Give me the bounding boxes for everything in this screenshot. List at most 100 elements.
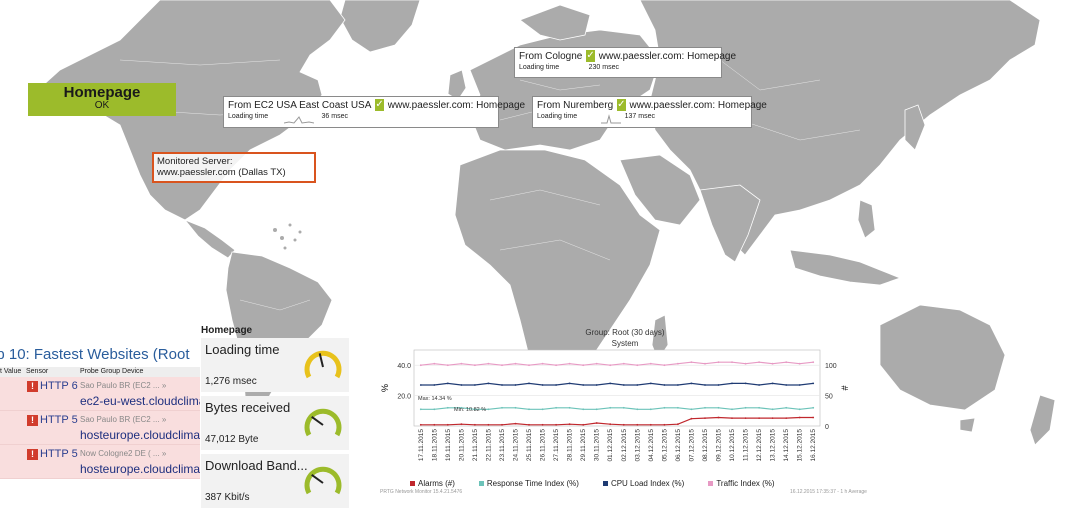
sensor-status-box[interactable]: Homepage OK: [28, 83, 176, 116]
data-point: [474, 364, 476, 367]
series-line: [420, 416, 814, 426]
error-icon: !: [27, 415, 38, 426]
data-point: [555, 364, 557, 367]
data-point: [568, 406, 571, 409]
data-point: [433, 384, 436, 386]
data-point: [501, 364, 503, 367]
table-row[interactable]: ! HTTP 5 Now Cologne2 DE ( ... » hosteur…: [0, 445, 200, 479]
data-point: [528, 382, 530, 385]
probe-site-label: www.paessler.com: Homepage: [598, 50, 737, 62]
data-point: [785, 406, 788, 409]
x-tick-label: 17.11.2015: [418, 429, 425, 461]
data-point: [744, 406, 747, 409]
data-point: [717, 361, 720, 364]
data-point: [568, 362, 571, 365]
x-tick-label: 05.12.2015: [661, 429, 668, 462]
probe-box-cologne[interactable]: From Cologne ✓ www.paessler.com: Homepag…: [514, 47, 736, 78]
chart-footer-right: 16.12.2015 17:35:37 - 1 h Average: [790, 489, 867, 495]
gauge-dial-icon: [304, 408, 342, 437]
landmass-india: [699, 184, 761, 263]
data-point: [649, 382, 652, 385]
gauge-label: Loading time: [205, 342, 280, 357]
gauge-loading-time[interactable]: Loading time 1,276 msec: [201, 338, 349, 392]
data-point: [460, 362, 463, 365]
data-point: [677, 384, 679, 386]
check-icon: ✓: [375, 99, 384, 111]
row-device[interactable]: hosteurope.cloudclimat: [80, 428, 200, 442]
data-point: [704, 362, 706, 365]
x-tick-label: 19.11.2015: [445, 429, 452, 461]
data-point: [474, 384, 476, 386]
data-point: [704, 406, 706, 409]
gauge-bytes-received[interactable]: Bytes received 47,012 Byte: [201, 396, 349, 450]
probe-metric-label: Loading time: [537, 113, 578, 120]
row-probe-group[interactable]: Now Cologne2 DE ( ... »: [80, 449, 167, 458]
x-tick-label: 27.11.2015: [553, 429, 560, 461]
data-point: [663, 423, 666, 426]
probe-from-label: From EC2 USA East Coast USA: [228, 99, 372, 111]
data-point: [541, 384, 544, 386]
group-chart: Group: Root (30 days) System 40.0 20.0 100…: [380, 326, 870, 496]
chart-legend: Alarms (#) Response Time Index (%) CPU L…: [410, 479, 775, 488]
data-point: [758, 406, 760, 409]
row-probe-group[interactable]: Sao Paulo BR (EC2 ... »: [80, 415, 167, 424]
x-tick-label: 21.11.2015: [472, 429, 479, 461]
data-point: [663, 406, 666, 409]
top10-panel: op 10: Fastest Websites (Root t Value Se…: [0, 346, 200, 486]
data-point: [622, 362, 625, 365]
data-point: [812, 361, 815, 364]
probe-box-ec2-east[interactable]: From EC2 USA East Coast USA ✓ www.paessl…: [223, 96, 525, 128]
row-sensor[interactable]: HTTP 5: [40, 414, 78, 426]
col-probe-group-device: Probe Group Device: [80, 368, 144, 375]
data-point: [649, 362, 652, 365]
x-tick-label: 03.12.2015: [634, 429, 641, 462]
data-point: [541, 362, 544, 365]
legend-item: CPU Load Index (%): [602, 479, 684, 488]
probe-from-label: From Nuremberg: [537, 99, 614, 111]
gauge-label: Download Band...: [205, 458, 308, 473]
check-icon: ✓: [617, 99, 626, 111]
y2-tick-label: 100: [825, 363, 837, 370]
landmass-tasmania: [959, 417, 976, 433]
data-point: [649, 423, 652, 426]
data-point: [636, 423, 639, 426]
x-tick-label: 07.12.2015: [688, 429, 695, 462]
data-point: [487, 408, 490, 411]
data-point: [812, 406, 815, 409]
row-sensor[interactable]: HTTP 6: [40, 380, 78, 392]
x-tick-label: 06.12.2015: [675, 429, 682, 462]
data-point: [758, 417, 760, 419]
data-point: [514, 384, 517, 386]
data-point: [460, 406, 463, 409]
probe-box-nuremberg[interactable]: From Nuremberg ✓ www.paessler.com: Homep…: [532, 96, 767, 128]
x-tick-label: 26.11.2015: [540, 429, 547, 461]
annotation-min: Min: 10.82 %: [454, 407, 486, 413]
data-point: [622, 423, 625, 426]
row-device[interactable]: ec2-eu-west.cloudclima: [80, 394, 200, 408]
x-tick-label: 08.12.2015: [702, 429, 709, 462]
check-icon: ✓: [586, 50, 595, 62]
chart-title: Group: Root (30 days): [585, 328, 665, 337]
row-probe-group[interactable]: Sao Paulo BR (EC2 ... »: [80, 381, 167, 390]
data-point: [677, 406, 679, 409]
data-point: [771, 362, 774, 365]
data-point: [528, 423, 530, 426]
x-tick-label: 16.12.2015: [810, 429, 817, 462]
data-point: [663, 364, 666, 367]
data-point: [731, 408, 733, 411]
data-point: [528, 364, 530, 367]
row-sensor[interactable]: HTTP 5: [40, 448, 78, 460]
gauge-download-bandwidth[interactable]: Download Band... 387 Kbit/s: [201, 454, 349, 508]
data-point: [419, 364, 422, 367]
data-point: [758, 384, 760, 386]
landmass-north-america: [39, 0, 346, 221]
y-axis-label: %: [380, 384, 390, 392]
data-point: [785, 384, 788, 386]
table-row[interactable]: ! HTTP 5 Sao Paulo BR (EC2 ... » hosteur…: [0, 411, 200, 445]
data-point: [460, 423, 463, 426]
table-row[interactable]: ! HTTP 6 Sao Paulo BR (EC2 ... » ec2-eu-…: [0, 377, 200, 411]
data-point: [663, 384, 666, 386]
data-point: [812, 416, 815, 419]
probe-metric-value: 137 msec: [624, 113, 655, 120]
row-device[interactable]: hosteurope.cloudclimat: [80, 462, 200, 476]
